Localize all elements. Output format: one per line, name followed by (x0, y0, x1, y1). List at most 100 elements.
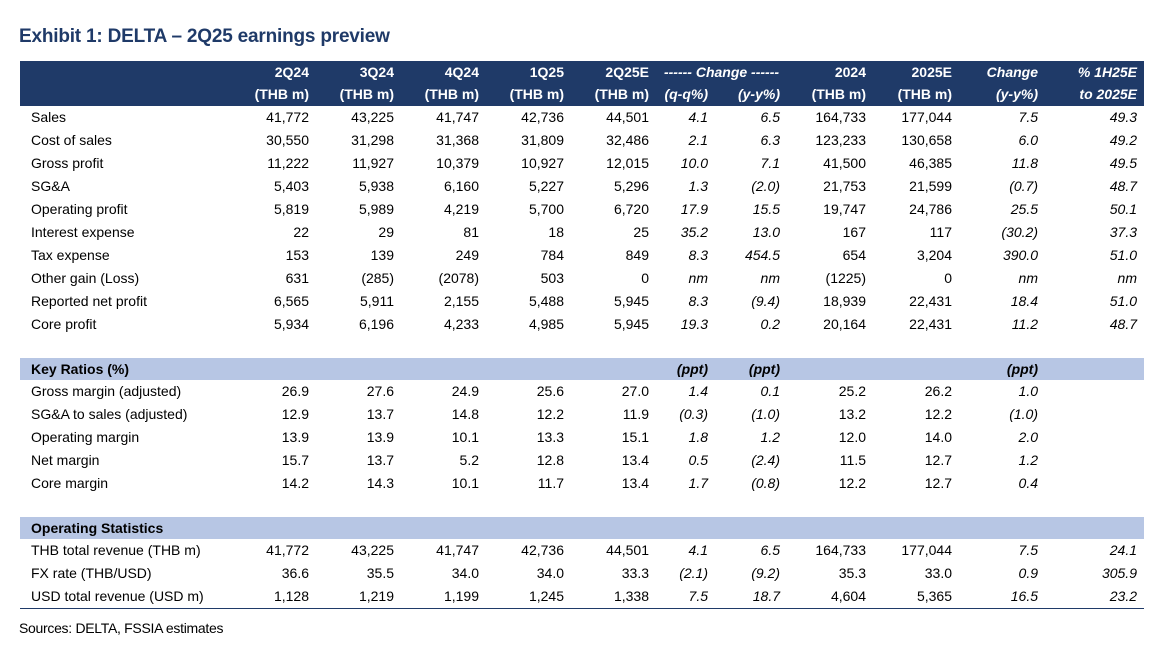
spacer (20, 495, 1144, 517)
table-cell: 6.5 (760, 542, 780, 558)
table-cell (1045, 472, 1144, 495)
table-cell: 37.3 (1109, 224, 1137, 240)
table-cell: 44,501 (606, 542, 649, 558)
table-cell: 390.0 (1002, 247, 1038, 263)
table-cell: 27.0 (621, 383, 649, 399)
table-cell: 12,015 (606, 155, 649, 171)
table-cell: 35.2 (680, 224, 708, 240)
table-cell: 41,747 (436, 542, 479, 558)
table-cell: 167 (842, 224, 866, 240)
table-cell: 13.4 (621, 452, 649, 468)
table-cell: 654 (842, 247, 866, 263)
table-cell: 5,911 (360, 293, 394, 309)
table-cell: 49.5 (1109, 155, 1137, 171)
table-cell: 6.5 (760, 109, 780, 125)
table-row: Gross profit 11,222 11,927 10,379 10,927 12,0… (20, 152, 1144, 175)
table-cell: 20,164 (823, 316, 866, 332)
table-cell: 11,927 (352, 155, 394, 171)
table-cell: 11.7 (537, 475, 564, 491)
table-row: SG&A to sales (adjusted) 12.9 13.7 14.8 12.2… (20, 403, 1144, 426)
table-cell: 15.5 (752, 201, 780, 217)
table-cell: 12.7 (924, 452, 952, 468)
table-cell: 36.6 (281, 565, 309, 581)
table-row: Operating profit 5,819 5,989 4,219 5,700 6,72… (20, 198, 1144, 221)
table-cell: 5,945 (613, 293, 649, 309)
row-label: Reported net profit (31, 293, 147, 309)
table-cell: (1.0) (751, 406, 780, 422)
column-unit-header: (THB m) (401, 83, 486, 106)
table-cell: 6,565 (273, 293, 309, 309)
column-header: Change (959, 61, 1045, 83)
column-unit-header: (THB m) (787, 83, 873, 106)
table-cell: 5,819 (273, 201, 309, 217)
table-row: Core margin 14.2 14.3 10.1 11.7 13.4 1.7 (0.8) 1… (20, 472, 1144, 495)
column-unit-header: (y-y%) (959, 83, 1045, 106)
table-cell: 139 (370, 247, 394, 263)
section-title: Operating Statistics (20, 517, 234, 539)
table-cell: 1.2 (760, 429, 780, 445)
table-cell: 21,599 (909, 178, 952, 194)
table-cell (1045, 403, 1144, 426)
table-cell: 42,736 (521, 542, 564, 558)
table-cell: (0.7) (1009, 178, 1038, 194)
table-cell: 23.2 (1045, 585, 1144, 609)
table-cell: 164,733 (815, 109, 866, 125)
table-cell: 1,128 (234, 585, 316, 609)
row-label: SG&A (31, 178, 70, 194)
table-cell: 8.3 (688, 293, 708, 309)
table-cell: nm (1117, 270, 1137, 286)
row-label: USD total revenue (USD m) (20, 585, 234, 609)
table-cell: 4.1 (688, 109, 708, 125)
row-label: Core margin (31, 475, 109, 491)
table-cell: (2078) (438, 270, 479, 286)
column-header (20, 61, 234, 83)
table-cell: 0.1 (760, 383, 780, 399)
table-cell: 51.0 (1109, 293, 1137, 309)
table-cell: 12.2 (536, 406, 564, 422)
table-cell: 13.9 (366, 429, 394, 445)
table-cell: 11.2 (1011, 316, 1038, 332)
table-cell: (0.8) (751, 475, 780, 491)
table-cell: 10.0 (680, 155, 708, 171)
table-cell: 42,736 (521, 109, 564, 125)
table-cell: 10.1 (451, 429, 479, 445)
table-cell: 14.0 (924, 429, 952, 445)
table-cell: 49.2 (1109, 132, 1137, 148)
table-cell: 15.7 (281, 452, 309, 468)
table-cell: 8.3 (688, 247, 708, 263)
column-unit-header: (THB m) (571, 83, 656, 106)
table-cell: 249 (455, 247, 479, 263)
column-unit-header: (y-y%) (715, 83, 787, 106)
table-row: Tax expense 153 139 249 784 849 8.3 454.5 654 3,2… (20, 244, 1144, 267)
table-cell: 22,431 (909, 316, 952, 332)
table-cell: 24.1 (1109, 542, 1137, 558)
table-cell: 81 (463, 224, 479, 240)
column-header: ------ Change ------ (656, 61, 787, 83)
row-label: Operating profit (31, 201, 128, 217)
table-cell: 12.0 (838, 429, 866, 445)
row-label: Core profit (31, 316, 97, 332)
table-cell: 784 (540, 247, 564, 263)
table-cell: 849 (625, 247, 649, 263)
unit-label (401, 358, 486, 380)
section-title: Key Ratios (%) (20, 358, 234, 380)
table-cell: 12.2 (924, 406, 952, 422)
column-unit-header: (q-q%) (656, 83, 715, 106)
table-cell: 5,945 (613, 316, 649, 332)
table-cell: 5,403 (273, 178, 309, 194)
table-cell: 631 (285, 270, 309, 286)
table-cell: 5,700 (528, 201, 564, 217)
row-label: Tax expense (31, 247, 110, 263)
table-cell: (30.2) (1001, 224, 1038, 240)
table-cell: 14.3 (366, 475, 394, 491)
table-cell: 1,199 (401, 585, 486, 609)
table-cell: 117 (929, 224, 952, 240)
table-cell: 13.0 (752, 224, 780, 240)
table-row: Net margin 15.7 13.7 5.2 12.8 13.4 0.5 (2.4) 11.… (20, 449, 1144, 472)
table-cell: 2,155 (443, 293, 479, 309)
table-cell: 33.3 (621, 565, 649, 581)
table-cell: 19.3 (680, 316, 708, 332)
table-cell: 18.4 (1010, 293, 1038, 309)
table-cell: 29 (378, 224, 394, 240)
table-cell: 31,298 (351, 132, 394, 148)
